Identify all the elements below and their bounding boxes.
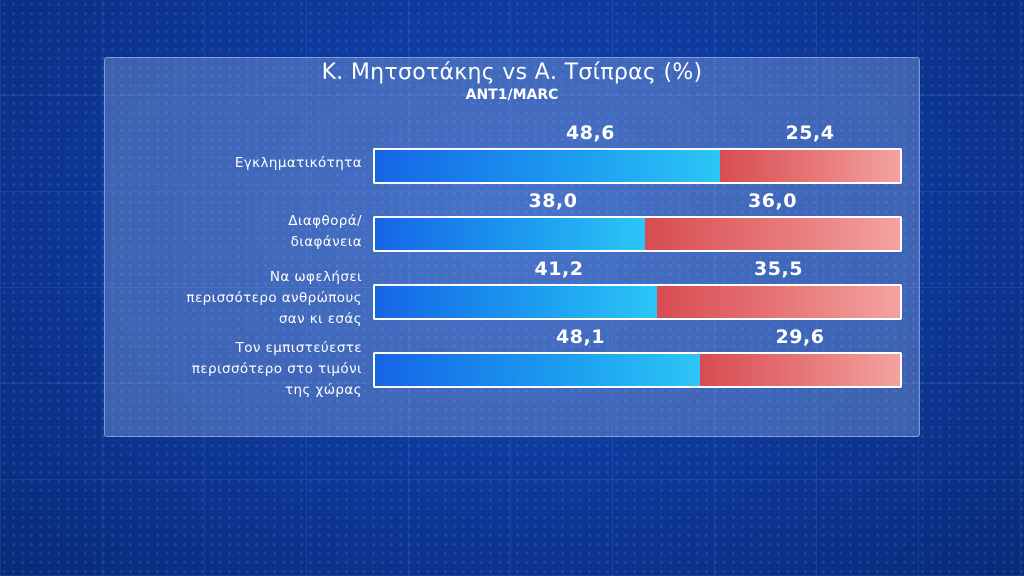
category-label-line: περισσότερο στο τιμόνι: [191, 360, 362, 377]
bar-mitsotakis: [375, 218, 645, 250]
bar-track: [373, 148, 902, 184]
category-label-line: Εγκληματικότητα: [234, 154, 362, 171]
category-label: Εγκληματικότητα: [110, 153, 362, 174]
value-label-mitsotakis: 38,0: [528, 190, 578, 212]
bar-tsipras: [720, 150, 900, 182]
value-label-mitsotakis: 48,1: [556, 326, 605, 348]
bar-tsipras: [700, 354, 900, 386]
category-label: Διαφθορά/διαφάνεια: [110, 211, 362, 253]
bar-track: [373, 216, 902, 252]
bar-mitsotakis: [375, 354, 700, 386]
value-label-tsipras: 35,5: [754, 258, 803, 280]
category-label-line: διαφάνεια: [290, 234, 362, 250]
value-label-mitsotakis: 41,2: [534, 258, 584, 280]
category-label-line: της χώρας: [285, 381, 362, 398]
category-label-line: περισσότερο ανθρώπους: [186, 289, 362, 306]
value-label-mitsotakis: 48,6: [566, 122, 615, 144]
bar-track: [373, 352, 902, 388]
bar-track: [373, 284, 902, 320]
bar-mitsotakis: [375, 286, 657, 318]
bar-mitsotakis: [375, 150, 720, 182]
value-label-tsipras: 36,0: [748, 190, 797, 212]
category-label-line: Να ωφελήσει: [269, 268, 362, 285]
category-label-line: Διαφθορά/: [288, 213, 362, 229]
bar-tsipras: [657, 286, 900, 318]
category-label-line: Τον εμπιστεύεστε: [235, 339, 362, 356]
value-label-tsipras: 25,4: [785, 122, 835, 144]
category-label: Να ωφελήσει περισσότερο ανθρώπους σαν κι ε…: [110, 267, 362, 330]
category-label: Τον εμπιστεύεστε περισσότερο στο τιμόνι τη…: [110, 338, 362, 401]
value-label-tsipras: 29,6: [775, 326, 825, 348]
chart-title: Κ. Μητσοτάκης vs Α. Τσίπρας (%): [321, 60, 703, 85]
chart-subtitle: ANT1/MARC: [465, 87, 559, 103]
category-label-line: σαν κι εσάς: [278, 310, 362, 327]
bar-tsipras: [645, 218, 900, 250]
